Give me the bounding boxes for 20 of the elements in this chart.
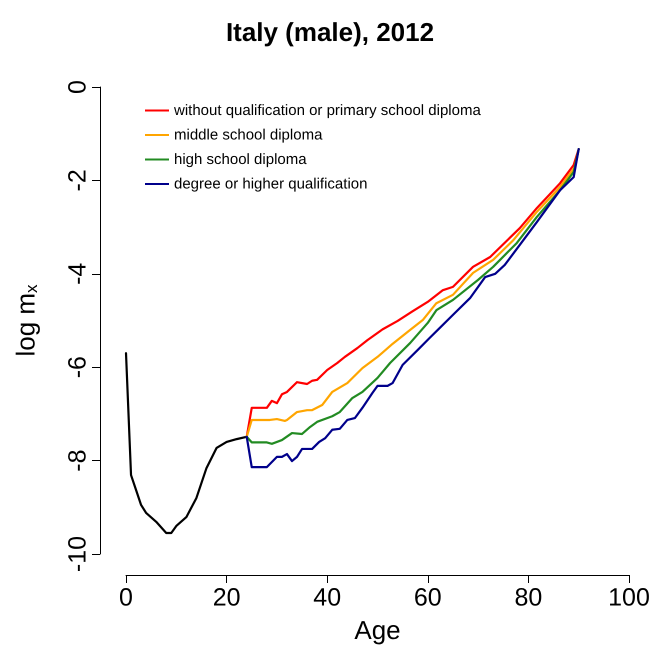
y-tick-label: -8 bbox=[64, 449, 92, 472]
x-axis-title: Age bbox=[354, 615, 401, 645]
x-tick-label: 0 bbox=[119, 584, 133, 612]
legend-label: high school diploma bbox=[174, 151, 308, 168]
y-tick-label: -10 bbox=[64, 536, 92, 572]
x-tick-label: 80 bbox=[514, 584, 542, 612]
y-axis-title: log mx bbox=[10, 284, 41, 357]
x-tick-label: 100 bbox=[608, 584, 650, 612]
y-tick-label: -6 bbox=[64, 356, 92, 378]
y-tick-label: 0 bbox=[64, 80, 92, 94]
legend-label: middle school diploma bbox=[174, 126, 324, 144]
x-tick-label: 60 bbox=[414, 584, 442, 612]
legend-label: degree or higher qualification bbox=[174, 176, 368, 192]
x-tick-label: 20 bbox=[212, 584, 241, 612]
legend-label: without qualification or primary school diploma bbox=[173, 102, 482, 119]
chart-title: Italy (male), 2012 bbox=[226, 17, 434, 47]
x-tick-label: 40 bbox=[313, 584, 342, 612]
y-tick-label: -2 bbox=[64, 169, 92, 192]
line-series bbox=[124, 352, 248, 534]
y-tick-label: -4 bbox=[64, 262, 92, 285]
